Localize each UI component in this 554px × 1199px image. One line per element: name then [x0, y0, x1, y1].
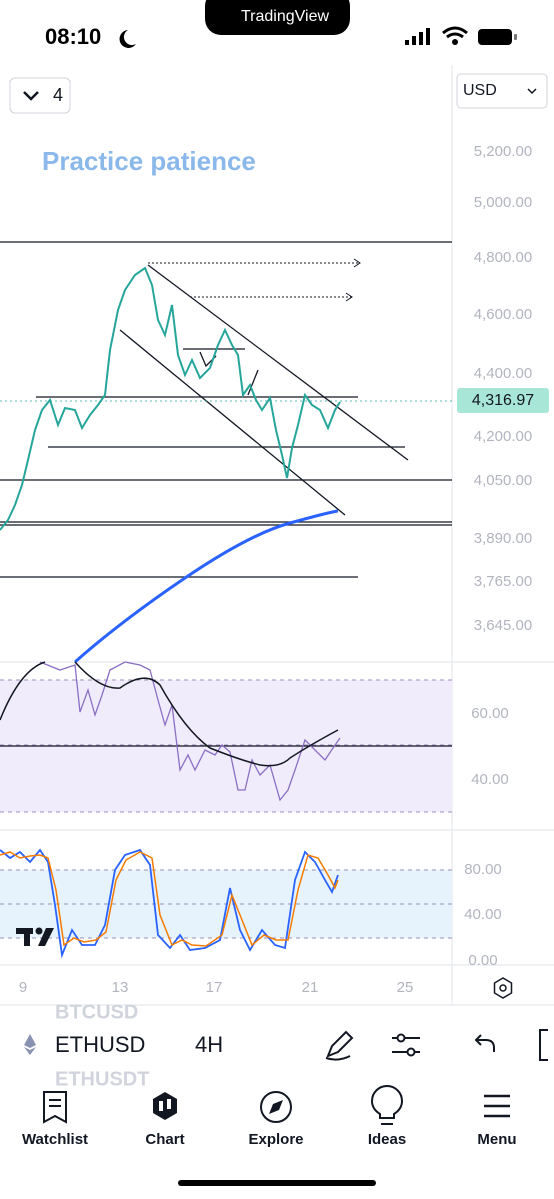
- more-icon[interactable]: [539, 1029, 548, 1061]
- time-label: 13: [112, 979, 129, 996]
- price-label: 4,200.00: [474, 428, 532, 445]
- time-label: 9: [19, 979, 27, 996]
- ideas-icon: [370, 1085, 404, 1125]
- nav-label: Ideas: [368, 1131, 406, 1148]
- nav-explore[interactable]: Explore: [248, 1091, 304, 1148]
- price-label: 3,645.00: [474, 617, 532, 634]
- menu-icon: [484, 1094, 510, 1118]
- wifi-icon: [442, 26, 468, 39]
- price-label: 4,050.00: [474, 472, 532, 489]
- rsi-line: [39, 661, 341, 802]
- currency-dropdown[interactable]: USD: [456, 73, 548, 109]
- price-label: 4,800.00: [474, 249, 532, 266]
- nav-label: Chart: [145, 1131, 184, 1148]
- rsi-label: 40.00: [471, 771, 509, 788]
- button-frame: [9, 77, 71, 114]
- symbol[interactable]: ETHUSD: [55, 1032, 145, 1057]
- moving-average: [74, 509, 339, 664]
- chart-icon-candle: [167, 1099, 171, 1109]
- price-label: 4,600.00: [474, 306, 532, 323]
- battery-tip: [514, 34, 517, 40]
- indicators-icon[interactable]: [392, 1033, 420, 1057]
- dropdown-frame: [456, 73, 548, 109]
- battery-icon: [478, 29, 512, 45]
- explore-needle: [269, 1100, 283, 1114]
- rsi-label: 60.00: [471, 705, 509, 722]
- explore-icon: [260, 1091, 292, 1123]
- eth-icon: [24, 1034, 36, 1055]
- stoch-label: 0.00: [468, 952, 497, 969]
- time-label: 17: [206, 979, 223, 996]
- time-label: 21: [302, 979, 319, 996]
- price-label: 3,890.00: [474, 530, 532, 547]
- price-label: 4,400.00: [474, 365, 532, 382]
- interval-count: 4: [53, 85, 63, 105]
- chevron: [527, 88, 537, 95]
- stoch-d: [0, 851, 339, 947]
- stoch-label: 40.00: [464, 906, 502, 923]
- tv-logo: [16, 927, 54, 946]
- last-price: 4,316.97: [472, 392, 534, 409]
- chart-icon: [153, 1092, 177, 1120]
- nav-chart[interactable]: Chart: [145, 1092, 185, 1148]
- home-indicator: [178, 1180, 376, 1186]
- interval[interactable]: 4H: [195, 1032, 223, 1057]
- nav-watchlist[interactable]: Watchlist: [22, 1091, 88, 1148]
- nav-label: Explore: [248, 1131, 303, 1148]
- moon-icon: [119, 30, 136, 48]
- app-pill: [205, 0, 350, 35]
- price-label: 5,200.00: [474, 143, 532, 160]
- undo-icon[interactable]: [474, 1034, 495, 1052]
- interval-button[interactable]: 4: [9, 77, 71, 114]
- symbol-row: [0, 1022, 554, 1068]
- currency: USD: [463, 82, 497, 99]
- watchlist-icon: [43, 1091, 67, 1124]
- annotation: Practice patience: [42, 146, 256, 176]
- signal-icon: [405, 28, 430, 45]
- chevron: [23, 91, 39, 101]
- last-price-badge: [457, 388, 549, 413]
- clock: 08:10: [45, 24, 101, 49]
- projection-arrows: [148, 258, 361, 302]
- settings-icon[interactable]: [493, 977, 513, 999]
- price-label: 5,000.00: [474, 194, 532, 211]
- previous-symbol[interactable]: BTCUSD: [55, 1001, 138, 1023]
- stoch-k: [0, 848, 339, 959]
- price-label: 3,765.00: [474, 573, 532, 590]
- app-name: TradingView: [241, 8, 329, 25]
- wifi-dot: [452, 39, 458, 45]
- chart-icon-candle: [159, 1101, 163, 1111]
- next-symbol[interactable]: ETHUSDT: [55, 1068, 149, 1090]
- nav-menu[interactable]: Menu: [477, 1094, 517, 1148]
- nav-label: Watchlist: [22, 1131, 88, 1148]
- draw-icon[interactable]: [325, 1030, 354, 1061]
- settings-dot: [499, 984, 507, 992]
- price-series: [0, 266, 341, 531]
- nav-label: Menu: [477, 1131, 516, 1148]
- time-label: 25: [397, 979, 414, 996]
- rsi-average: [0, 661, 339, 767]
- nav-ideas[interactable]: Ideas: [368, 1085, 406, 1148]
- stoch-label: 80.00: [464, 861, 502, 878]
